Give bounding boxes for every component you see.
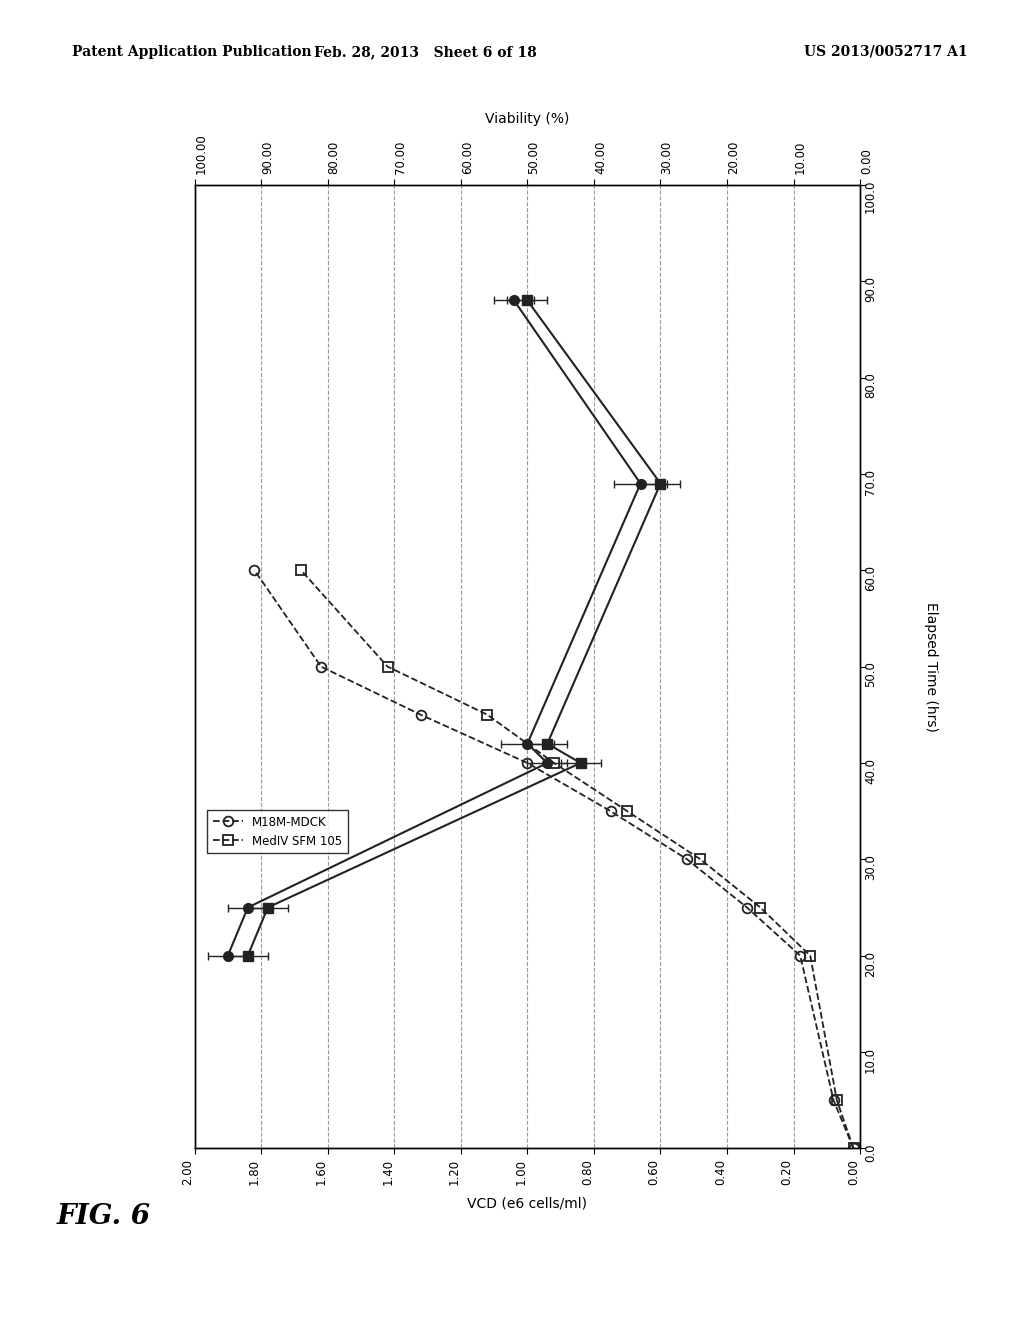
Text: Feb. 28, 2013   Sheet 6 of 18: Feb. 28, 2013 Sheet 6 of 18: [313, 45, 537, 59]
X-axis label: Viability (%): Viability (%): [485, 111, 569, 125]
X-axis label: VCD (e6 cells/ml): VCD (e6 cells/ml): [467, 1196, 588, 1210]
Legend: M18M-MDCK, MedIV SFM 105: M18M-MDCK, MedIV SFM 105: [207, 809, 348, 854]
Y-axis label: Elapsed Time (hrs): Elapsed Time (hrs): [925, 602, 938, 731]
Text: Patent Application Publication: Patent Application Publication: [72, 45, 311, 59]
Text: FIG. 6: FIG. 6: [56, 1204, 151, 1230]
Text: US 2013/0052717 A1: US 2013/0052717 A1: [804, 45, 968, 59]
